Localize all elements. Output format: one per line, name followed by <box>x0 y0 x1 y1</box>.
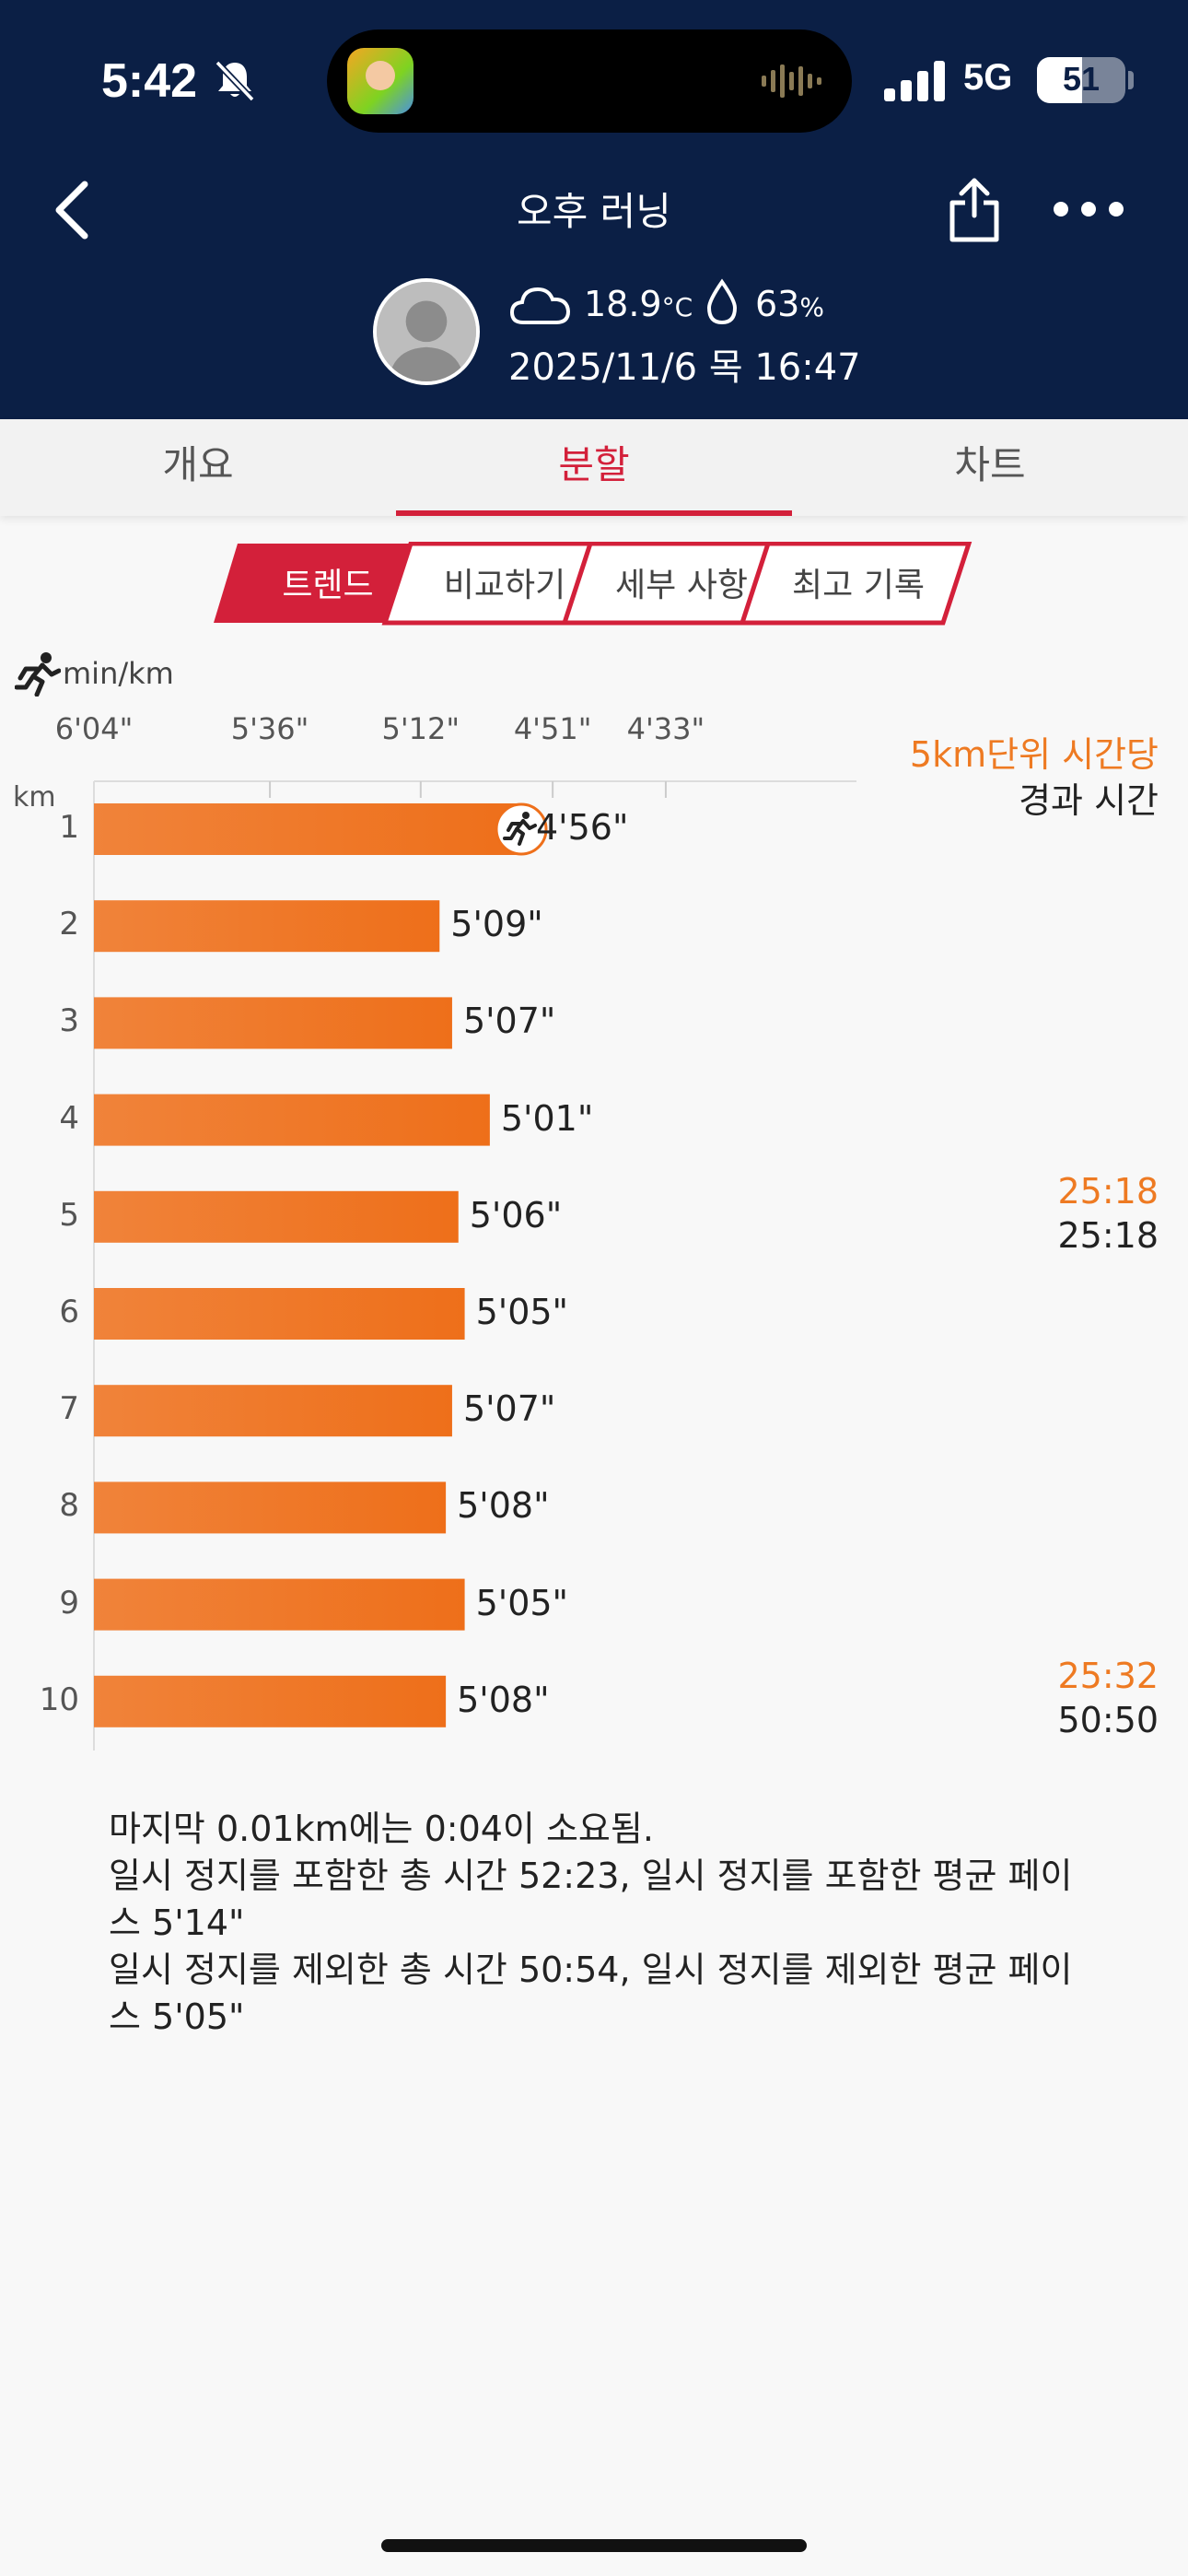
pace-unit-label: min/km <box>63 656 174 691</box>
km-row-label: 10 <box>39 1680 79 1718</box>
km-row-label: 5 <box>59 1196 79 1234</box>
pace-bar <box>94 1288 465 1340</box>
tab-charts[interactable]: 차트 <box>954 442 1026 487</box>
split-time-header: 5km단위 시간당 <box>909 734 1159 775</box>
pace-value-label: 4'56" <box>536 807 629 848</box>
avatar[interactable] <box>373 278 480 385</box>
temperature: 18.9°C <box>584 284 693 324</box>
pace-value-label: 5'01" <box>500 1097 594 1139</box>
pace-value-label: 5'05" <box>475 1582 569 1623</box>
activity-datetime: 2025/11/6 목 16:47 <box>508 346 861 389</box>
humidity-unit: % <box>799 292 824 322</box>
share-icon[interactable] <box>947 175 1002 243</box>
elapsed-time-value: 50:50 <box>1057 1699 1159 1740</box>
split-notes: 마지막 0.01km에는 0:04이 소요됨. 일시 정지를 포함한 총 시간 … <box>109 1806 1085 2041</box>
pace-value-label: 5'09" <box>450 904 543 945</box>
pace-bar <box>94 1190 459 1243</box>
x-axis-tick-label: 5'12" <box>381 711 460 746</box>
km-row-label: 1 <box>59 809 79 846</box>
runner-icon <box>15 652 61 697</box>
x-axis-tick-label: 5'36" <box>230 711 309 746</box>
tab-bar: 개요 분할 차트 <box>0 419 1188 516</box>
pace-value-label: 5'06" <box>469 1194 563 1235</box>
pace-value-label: 5'05" <box>475 1292 569 1332</box>
page-title: 오후 러닝 <box>517 189 671 234</box>
tab-overview[interactable]: 개요 <box>162 442 234 487</box>
battery-level: 51 <box>1062 60 1101 98</box>
segment-best-record[interactable]: 최고 기록 <box>792 567 925 604</box>
segmented-control <box>214 542 973 626</box>
note-total-with-pause: 일시 정지를 포함한 총 시간 52:23, 일시 정지를 포함한 평균 페이스… <box>109 1856 1073 1943</box>
pace-bar <box>94 900 440 953</box>
back-chevron-icon[interactable] <box>48 175 99 245</box>
home-indicator <box>381 2539 807 2552</box>
pace-bar <box>94 1675 447 1727</box>
split-time-value: 25:32 <box>1057 1655 1159 1696</box>
x-axis-tick-label: 4'51" <box>513 711 592 746</box>
humidity-drop-icon <box>706 278 738 325</box>
audio-wave-icon <box>762 64 821 98</box>
segment-best-bg[interactable] <box>739 542 973 626</box>
battery-nub <box>1128 71 1134 89</box>
km-row-label: 2 <box>59 906 79 943</box>
km-row-label: 4 <box>59 1099 79 1137</box>
more-options-icon[interactable] <box>1052 195 1125 223</box>
pace-bar <box>94 803 521 855</box>
header: 5:42 5G 51 오후 러닝 <box>0 0 1188 419</box>
split-time-value: 25:18 <box>1057 1170 1159 1212</box>
segment-trend-bg[interactable] <box>214 544 414 623</box>
app-icon <box>347 48 413 114</box>
signal-icon <box>884 61 945 101</box>
km-axis-label: km <box>13 781 56 814</box>
note-last-segment: 마지막 0.01km에는 0:04이 소요됨. <box>109 1809 654 1849</box>
battery-icon: 51 <box>1037 57 1125 103</box>
pace-value-label: 5'08" <box>457 1679 550 1720</box>
user-silhouette-icon <box>377 282 476 381</box>
elapsed-time-header: 경과 시간 <box>1019 780 1159 821</box>
cloud-icon <box>509 287 571 324</box>
pace-bar-chart <box>93 780 856 1751</box>
elapsed-time-value: 25:18 <box>1057 1214 1159 1256</box>
temperature-value: 18.9 <box>584 284 662 324</box>
network-type: 5G <box>963 57 1013 98</box>
bell-muted-icon <box>215 60 255 102</box>
pace-bar <box>94 1481 447 1534</box>
pace-value-label: 5'07" <box>462 1388 556 1430</box>
temperature-unit: °C <box>661 292 693 322</box>
pace-bar <box>94 1578 465 1631</box>
humidity: 63% <box>755 284 824 324</box>
km-row-label: 6 <box>59 1294 79 1330</box>
pace-value-label: 5'08" <box>457 1485 550 1527</box>
x-axis-tick-label: 6'04" <box>54 711 134 746</box>
tab-splits[interactable]: 분할 <box>396 419 792 516</box>
pace-bar <box>94 997 452 1049</box>
pace-bar <box>94 1385 452 1437</box>
pace-bar <box>94 1094 490 1146</box>
km-row-label: 7 <box>59 1390 79 1428</box>
battery-fill <box>1037 57 1082 103</box>
segment-compare[interactable]: 비교하기 <box>443 567 566 604</box>
fastest-runner-icon <box>495 802 548 856</box>
km-row-label: 9 <box>59 1584 79 1622</box>
km-row-label: 8 <box>59 1487 79 1525</box>
x-axis-tick-label: 4'33" <box>626 711 705 746</box>
note-total-without-pause: 일시 정지를 제외한 총 시간 50:54, 일시 정지를 제외한 평균 페이스… <box>109 1950 1073 2037</box>
status-time: 5:42 <box>101 54 198 108</box>
km-row-label: 3 <box>59 1002 79 1040</box>
pace-value-label: 5'07" <box>462 1001 556 1042</box>
segment-detail[interactable]: 세부 사항 <box>615 567 748 604</box>
humidity-value: 63 <box>755 284 800 324</box>
segment-trend[interactable]: 트렌드 <box>282 567 374 604</box>
dynamic-island <box>327 29 852 133</box>
